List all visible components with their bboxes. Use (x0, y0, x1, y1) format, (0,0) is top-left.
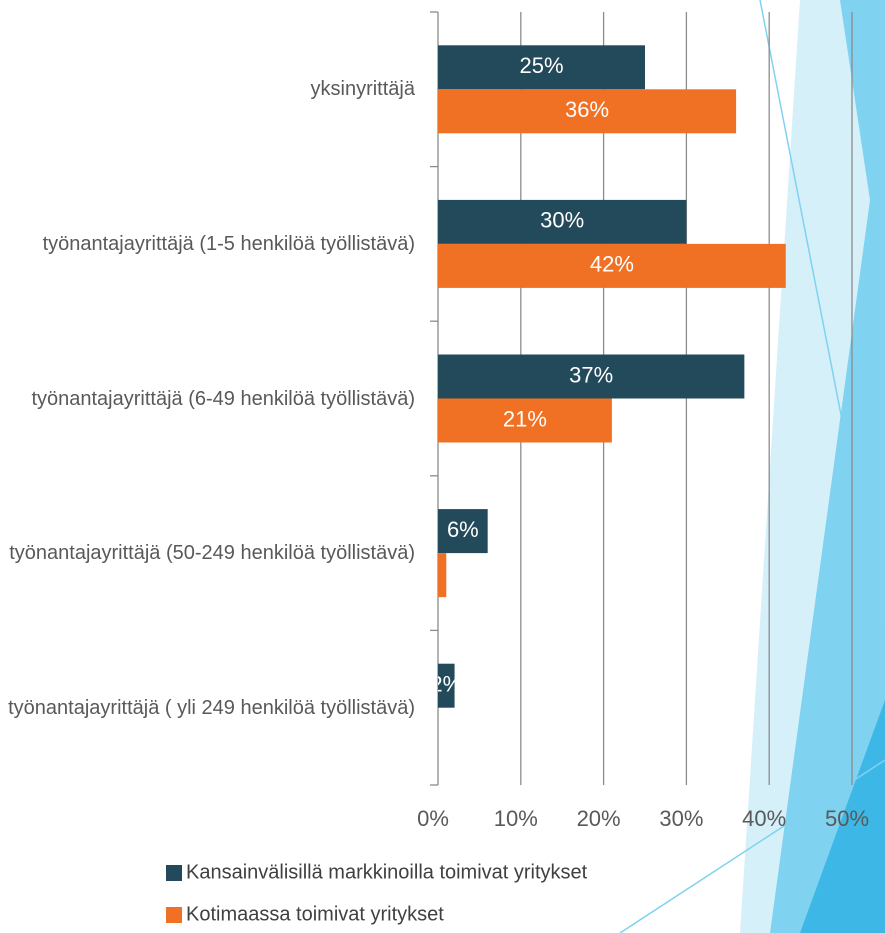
value-label: 36% (565, 97, 609, 122)
background-decoration (620, 0, 885, 933)
category-label: työnantajayrittäjä (1-5 henkilöä työllis… (43, 229, 415, 259)
value-label: 42% (590, 252, 634, 277)
legend-swatch (166, 907, 182, 923)
category-label: työnantajayrittäjä ( yli 249 henkilöä ty… (8, 693, 415, 723)
legend-label: Kotimaassa toimivat yritykset (186, 903, 444, 925)
x-tick-label: 50% (825, 806, 869, 831)
chart: 0%10%20%30%40%50%25%36%30%42%37%21%6%2%K… (0, 0, 885, 933)
value-label: 6% (447, 517, 479, 542)
x-tick-label: 10% (494, 806, 538, 831)
category-label: työnantajayrittäjä (6-49 henkilöä työlli… (31, 384, 415, 414)
x-tick-label: 0% (417, 806, 449, 831)
value-label: 37% (569, 362, 613, 387)
x-tick-label: 40% (742, 806, 786, 831)
category-label: yksinyrittäjä (311, 74, 415, 104)
x-tick-label: 20% (577, 806, 621, 831)
value-label: 2% (430, 672, 462, 697)
value-label: 21% (503, 406, 547, 431)
legend-swatch (166, 865, 182, 881)
page: {"chart_data": {"type": "bar", "orientat… (0, 0, 885, 933)
value-label: 25% (519, 53, 563, 78)
x-tick-label: 30% (659, 806, 703, 831)
value-label: 30% (540, 208, 584, 233)
bar (438, 553, 446, 597)
category-label: työnantajayrittäjä (50-249 henkilöä työl… (9, 538, 415, 568)
legend-label: Kansainvälisillä markkinoilla toimivat y… (186, 861, 588, 883)
